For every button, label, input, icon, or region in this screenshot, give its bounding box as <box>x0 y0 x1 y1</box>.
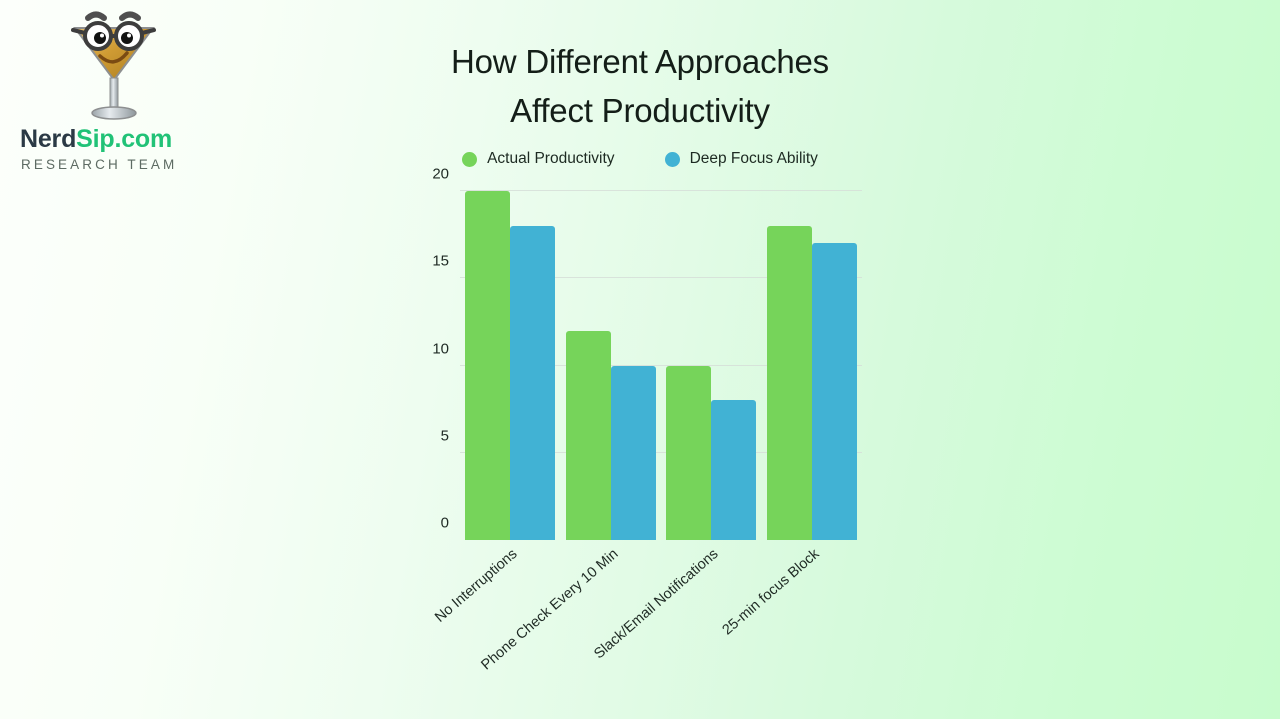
y-axis-tick-label: 15 <box>432 252 449 270</box>
x-axis-label-cell: Phone Check Every 10 Min <box>478 540 662 710</box>
legend-color-swatch-icon <box>462 151 478 167</box>
bar[interactable] <box>610 365 656 540</box>
brand-block: NerdSip.com RESEARCH TEAM <box>14 6 214 172</box>
bar[interactable] <box>666 365 712 540</box>
bar-group <box>460 191 561 540</box>
brand-wordmark: NerdSip.com <box>14 126 214 152</box>
gridline <box>460 190 862 191</box>
martini-glass-nerd-face-icon <box>71 11 156 120</box>
x-axis-tick-label: No Interruptions <box>432 546 521 626</box>
bar-series-container <box>460 191 862 540</box>
y-axis-tick-label: 10 <box>432 340 449 357</box>
bar[interactable] <box>565 330 611 540</box>
y-axis-tick-label: 5 <box>440 427 449 445</box>
brand-wordmark-primary: Nerd <box>20 125 77 153</box>
legend-item[interactable]: Deep Focus Ability <box>664 150 818 168</box>
legend-color-swatch-icon <box>664 151 680 167</box>
bar[interactable] <box>766 225 812 540</box>
chart-title: How Different Approaches Affect Producti… <box>370 38 910 136</box>
brand-subtitle: RESEARCH TEAM <box>21 157 178 173</box>
bar[interactable] <box>711 400 757 540</box>
x-axis-labels: No Interruptions Phone Check Every 10 Min… <box>432 540 863 710</box>
x-axis-label-cell: 25-min focus Block <box>719 540 863 710</box>
chart-title-line-2: Affect Productivity <box>510 91 770 129</box>
bar-group <box>762 191 863 540</box>
gridline <box>460 451 862 453</box>
y-axis-tick-label: 0 <box>440 514 449 532</box>
brand-wordmark-accent: Sip.com <box>76 125 173 153</box>
x-axis-label-cell: Slack/Email Notifications <box>591 540 762 710</box>
bar-group <box>561 191 662 540</box>
bar[interactable] <box>465 191 511 540</box>
gridline <box>460 364 862 366</box>
gridline <box>460 277 862 279</box>
legend-label: Deep Focus Ability <box>689 150 818 167</box>
y-axis-tick-label: 20 <box>432 165 449 183</box>
plot-area: 0 5 10 15 20 <box>432 166 862 540</box>
chart-panel: How Different Approaches Affect Producti… <box>370 0 910 719</box>
bar-group <box>661 191 762 540</box>
chart-legend: Actual Productivity Deep Focus Ability <box>370 150 910 168</box>
legend-label: Actual Productivity <box>487 150 615 167</box>
bar[interactable] <box>510 225 556 540</box>
bar[interactable] <box>811 243 857 540</box>
legend-item[interactable]: Actual Productivity <box>462 150 615 168</box>
chart-title-line-1: How Different Approaches <box>451 43 829 80</box>
x-axis-label-cell: No Interruptions <box>432 540 561 710</box>
